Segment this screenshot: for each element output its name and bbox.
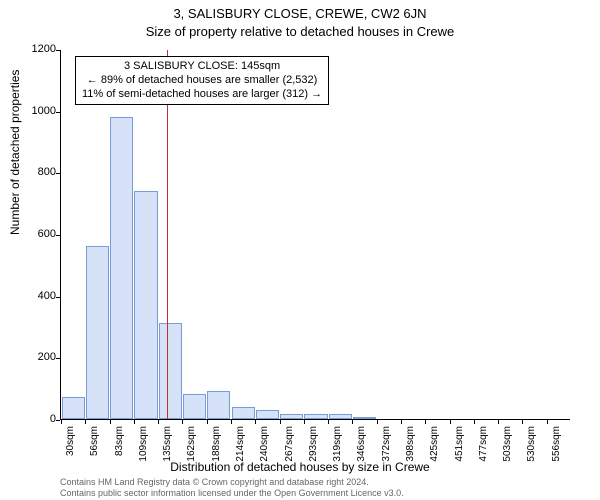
ytick-label: 1200: [32, 43, 56, 55]
histogram-bar: [159, 323, 182, 419]
info-box-line2: ← 89% of detached houses are smaller (2,…: [82, 74, 322, 88]
ytick-label: 1000: [32, 105, 56, 117]
xtick-mark: [255, 420, 256, 424]
footer-line2: Contains public sector information licen…: [60, 488, 404, 498]
xtick-mark: [352, 420, 353, 424]
histogram-bar: [207, 391, 230, 419]
xtick-mark: [401, 420, 402, 424]
ytick-mark: [56, 420, 60, 421]
xtick-mark: [304, 420, 305, 424]
xtick-mark: [450, 420, 451, 424]
histogram-bar: [329, 414, 352, 419]
ytick-label: 800: [38, 166, 56, 178]
chart-title-sub: Size of property relative to detached ho…: [0, 24, 600, 39]
ytick-label: 0: [50, 413, 56, 425]
histogram-bar: [134, 191, 157, 419]
xtick-mark: [182, 420, 183, 424]
xtick-mark: [207, 420, 208, 424]
xtick-mark: [158, 420, 159, 424]
plot-area: [60, 50, 570, 420]
xtick-mark: [377, 420, 378, 424]
xtick-mark: [425, 420, 426, 424]
histogram-bar: [62, 397, 85, 419]
histogram-bar: [110, 117, 133, 419]
ytick-mark: [56, 297, 60, 298]
x-axis-label: Distribution of detached houses by size …: [0, 460, 600, 474]
histogram-bar: [280, 414, 303, 419]
xtick-mark: [522, 420, 523, 424]
ytick-mark: [56, 50, 60, 51]
histogram-bar: [232, 407, 255, 419]
ytick-mark: [56, 235, 60, 236]
reference-line: [167, 50, 168, 419]
chart-container: 3, SALISBURY CLOSE, CREWE, CW2 6JN Size …: [0, 0, 600, 500]
histogram-bar: [353, 417, 376, 419]
xtick-mark: [61, 420, 62, 424]
xtick-mark: [474, 420, 475, 424]
xtick-mark: [328, 420, 329, 424]
xtick-mark: [134, 420, 135, 424]
xtick-mark: [231, 420, 232, 424]
ytick-label: 600: [38, 228, 56, 240]
ytick-mark: [56, 112, 60, 113]
info-box-line1: 3 SALISBURY CLOSE: 145sqm: [82, 60, 322, 74]
xtick-mark: [110, 420, 111, 424]
y-axis-label: Number of detached properties: [8, 70, 22, 235]
xtick-mark: [547, 420, 548, 424]
histogram-bar: [304, 414, 327, 419]
histogram-bar: [86, 246, 109, 419]
footer-line1: Contains HM Land Registry data © Crown c…: [60, 477, 404, 487]
info-box-line3: 11% of semi-detached houses are larger (…: [82, 88, 322, 102]
xtick-mark: [85, 420, 86, 424]
ytick-mark: [56, 173, 60, 174]
footer-attribution: Contains HM Land Registry data © Crown c…: [60, 477, 404, 498]
histogram-bar: [183, 394, 206, 419]
ytick-label: 200: [38, 351, 56, 363]
info-box: 3 SALISBURY CLOSE: 145sqm ← 89% of detac…: [75, 56, 329, 105]
ytick-mark: [56, 358, 60, 359]
chart-title-main: 3, SALISBURY CLOSE, CREWE, CW2 6JN: [0, 6, 600, 21]
histogram-bar: [256, 410, 279, 419]
xtick-mark: [280, 420, 281, 424]
xtick-mark: [498, 420, 499, 424]
ytick-label: 400: [38, 290, 56, 302]
